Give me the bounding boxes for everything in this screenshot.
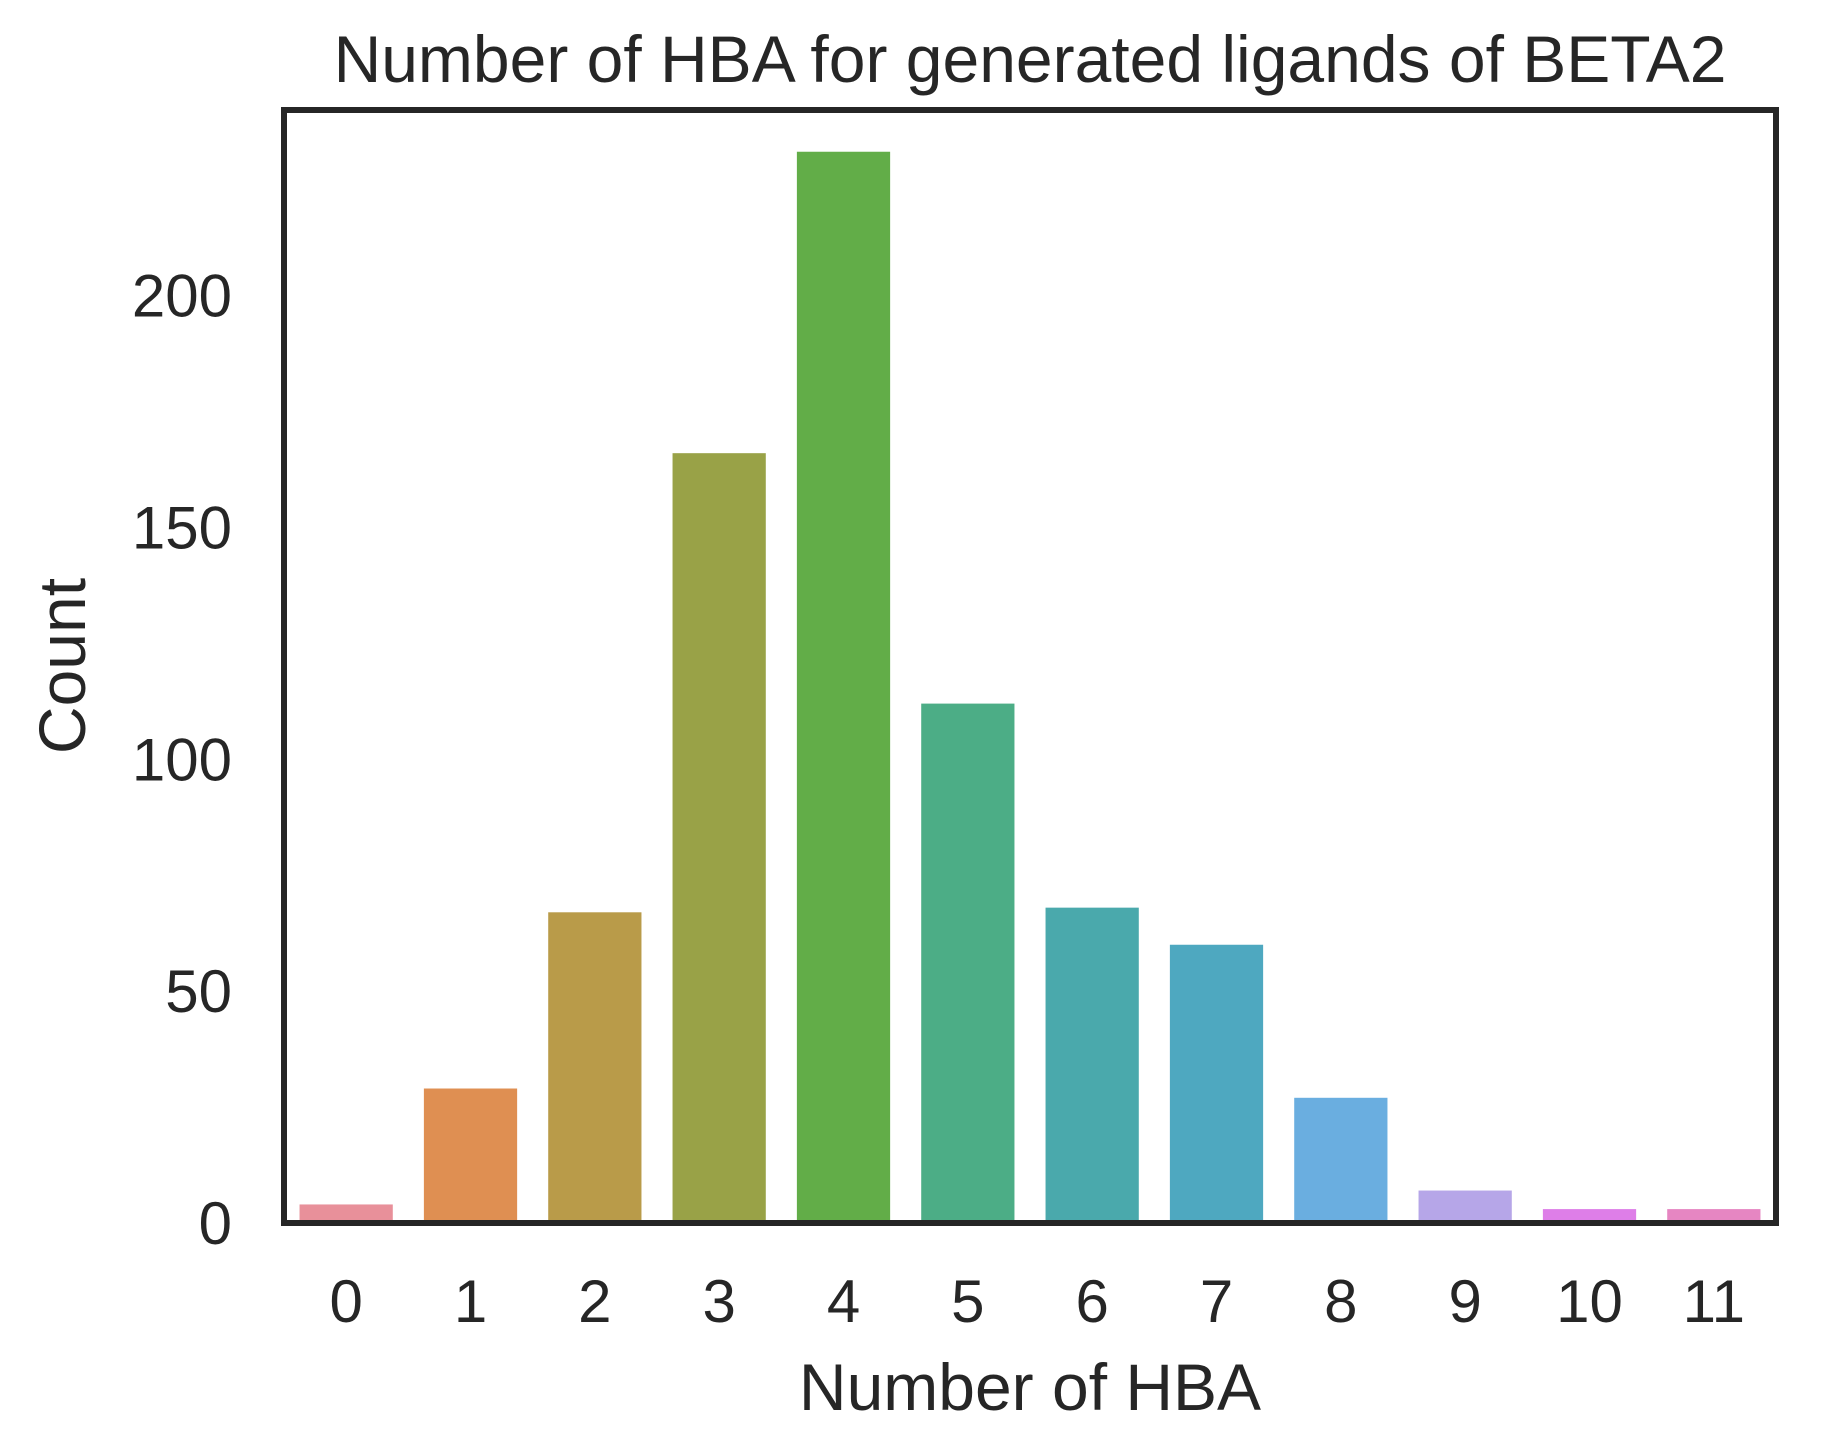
bar-2 (548, 912, 642, 1223)
y-tick-label: 0 (199, 1190, 232, 1257)
bar-0 (299, 1204, 393, 1223)
x-tick-label: 8 (1324, 1268, 1357, 1335)
x-tick-label: 7 (1200, 1268, 1233, 1335)
x-axis-ticks: 0 1 2 3 4 5 6 7 8 9 10 11 (329, 1268, 1744, 1335)
bar-11 (1667, 1209, 1761, 1223)
plot-frame (281, 107, 1779, 1226)
bar-10 (1542, 1209, 1637, 1223)
chart-title: Number of HBA for generated ligands of B… (334, 22, 1727, 96)
y-tick-label: 150 (132, 494, 232, 561)
x-tick-label: 6 (1075, 1268, 1108, 1335)
y-axis-ticks: 0 50 100 150 200 (132, 263, 232, 1258)
x-tick-label: 2 (578, 1268, 611, 1335)
bar-5 (921, 703, 1015, 1223)
x-tick-label: 5 (951, 1268, 984, 1335)
bar-1 (423, 1088, 518, 1223)
x-tick-label: 0 (329, 1268, 362, 1335)
bars-group (299, 151, 1761, 1224)
x-tick-label: 10 (1556, 1268, 1623, 1335)
x-tick-label: 9 (1448, 1268, 1481, 1335)
bar-8 (1294, 1097, 1388, 1223)
y-tick-label: 50 (165, 958, 232, 1025)
bar-9 (1418, 1190, 1512, 1223)
bar-4 (796, 151, 891, 1224)
y-axis-title: Count (25, 578, 99, 754)
x-tick-label: 11 (1683, 1268, 1745, 1335)
y-tick-label: 200 (132, 263, 232, 330)
x-tick-label: 3 (702, 1268, 735, 1335)
x-tick-label: 4 (827, 1268, 860, 1335)
bar-7 (1169, 944, 1264, 1223)
y-tick-label: 100 (132, 726, 232, 793)
x-tick-label: 1 (454, 1268, 487, 1335)
bar-3 (672, 453, 766, 1223)
x-axis-title: Number of HBA (799, 1350, 1261, 1424)
bar-6 (1045, 907, 1139, 1223)
